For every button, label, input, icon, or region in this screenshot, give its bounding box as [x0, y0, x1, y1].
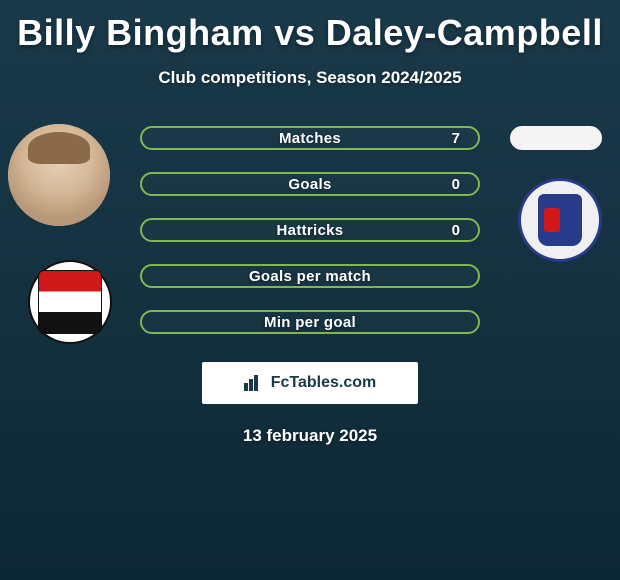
stat-row-hattricks: Hattricks 0	[140, 218, 480, 242]
player-right-placeholder	[510, 126, 602, 150]
stat-row-matches: Matches 7	[140, 126, 480, 150]
bar-chart-icon	[244, 375, 264, 391]
stat-label: Min per goal	[264, 314, 356, 331]
shield-icon	[38, 270, 102, 334]
stat-value: 0	[452, 222, 460, 239]
stat-label: Goals	[288, 176, 331, 193]
stat-label: Hattricks	[277, 222, 344, 239]
avatar-face-icon	[8, 124, 110, 226]
stat-label: Matches	[279, 130, 341, 147]
brand-text: FcTables.com	[271, 374, 377, 392]
stat-row-min-per-goal: Min per goal	[140, 310, 480, 334]
shield-icon	[538, 194, 582, 246]
stat-row-goals-per-match: Goals per match	[140, 264, 480, 288]
stat-row-goals: Goals 0	[140, 172, 480, 196]
brand-badge: FcTables.com	[202, 362, 418, 404]
date-label: 13 february 2025	[0, 426, 620, 446]
stat-value: 7	[452, 130, 460, 147]
stat-value: 0	[452, 176, 460, 193]
subtitle: Club competitions, Season 2024/2025	[0, 68, 620, 88]
club-logo-right	[518, 178, 602, 262]
stat-label: Goals per match	[249, 268, 371, 285]
page-title: Billy Bingham vs Daley-Campbell	[0, 0, 620, 54]
club-logo-left	[28, 260, 112, 344]
player-left-avatar	[8, 124, 110, 226]
